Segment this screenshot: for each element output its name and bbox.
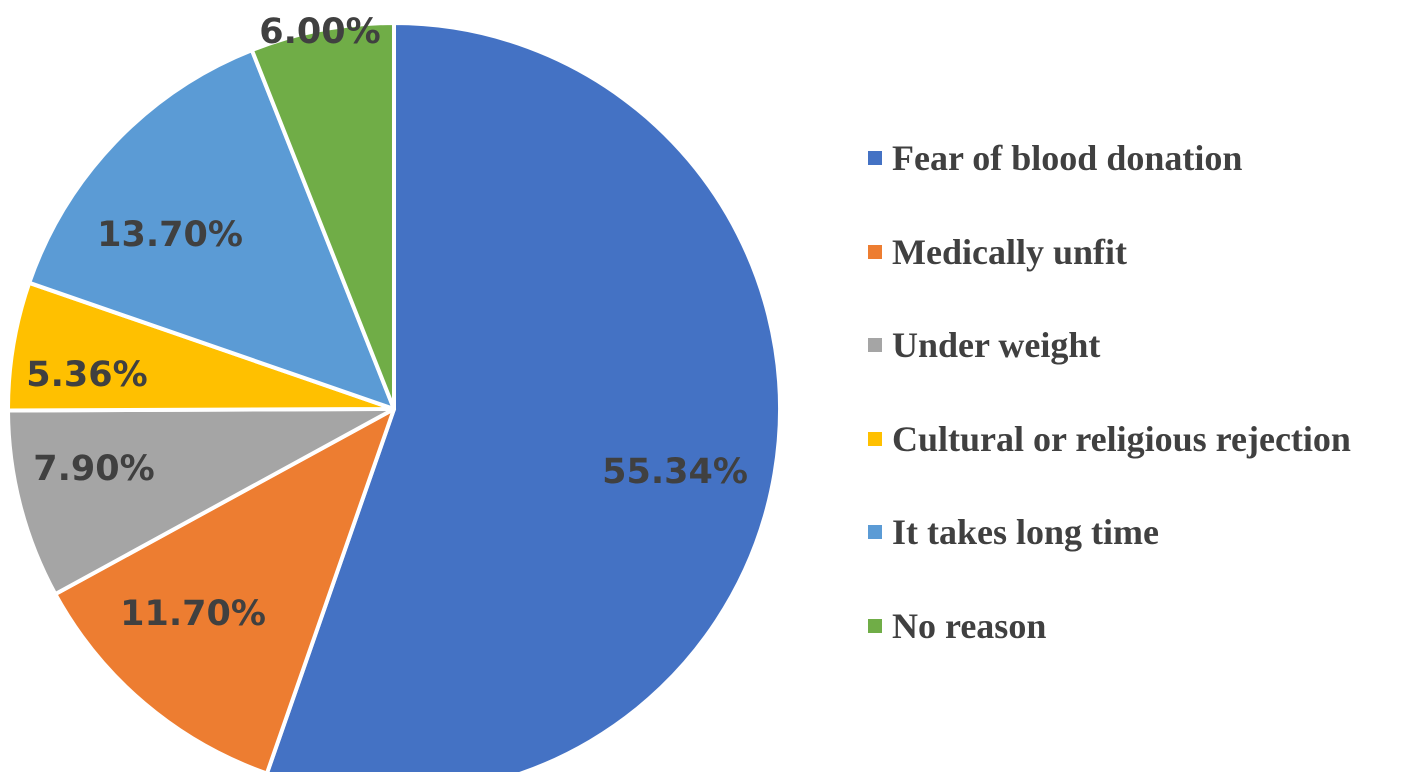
data-label-no-reason: 6.00% [259, 12, 380, 52]
legend-label: Under weight [892, 325, 1101, 365]
legend-item: Medically unfit [868, 227, 1413, 277]
pie-slice-no-reason [249, 21, 396, 411]
legend-item: No reason [868, 601, 1413, 651]
data-label-cultural-or-religious-rejection: 5.36% [26, 355, 147, 395]
pie-slice-under-weight [6, 407, 396, 597]
pie-slice-it-takes-long-time [27, 48, 396, 411]
legend-swatch [868, 431, 882, 446]
legend-label: Medically unfit [892, 231, 1127, 272]
legend-label: Fear of blood donation [892, 138, 1243, 178]
legend-label: No reason [892, 605, 1047, 646]
legend-swatch [868, 151, 882, 165]
chart-legend: Fear of blood donation Medically unfit Und… [868, 133, 1413, 694]
legend-swatch [868, 525, 882, 539]
legend-label: Cultural or religious rejection [892, 418, 1351, 459]
pie-slices [5, 21, 782, 772]
data-label-it-takes-long-time: 13.70% [97, 215, 243, 255]
legend-swatch [868, 244, 882, 259]
legend-swatch [868, 618, 882, 633]
pie-data-labels: 55.34% 11.70% 7.90% 5.36% 13.70% 6.00% [26, 12, 748, 634]
data-label-medically-unfit: 11.70% [120, 594, 266, 634]
legend-item: It takes long time [868, 507, 1413, 557]
data-label-under-weight: 7.90% [33, 449, 154, 489]
legend-item: Under weight [868, 320, 1413, 370]
legend-item: Fear of blood donation [868, 133, 1413, 183]
legend-swatch [868, 338, 882, 352]
data-label-fear-of-blood-donation: 55.34% [602, 452, 748, 492]
pie-slice-medically-unfit [53, 407, 396, 772]
legend-label: It takes long time [892, 512, 1159, 552]
legend-item: Cultural or religious rejection [868, 414, 1413, 464]
